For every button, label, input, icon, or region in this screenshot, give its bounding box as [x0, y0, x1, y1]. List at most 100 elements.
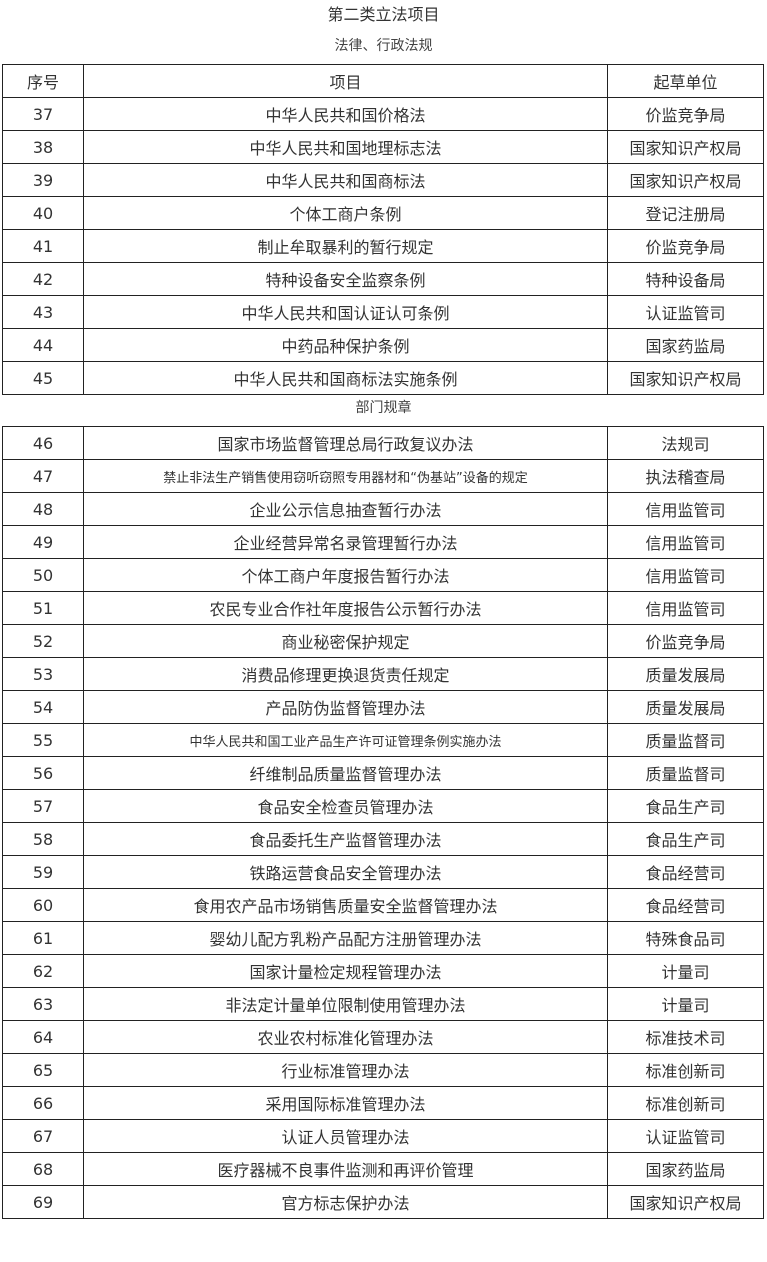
table-row: 59 铁路运营食品安全管理办法 食品经营司	[2, 855, 764, 889]
row-project: 产品防伪监督管理办法	[83, 690, 608, 724]
row-number: 52	[2, 624, 84, 658]
row-project: 中华人民共和国工业产品生产许可证管理条例实施办法	[83, 723, 608, 757]
table-row: 68 医疗器械不良事件监测和再评价管理 国家药监局	[2, 1152, 764, 1186]
table-row: 37 中华人民共和国价格法 价监竞争局	[2, 97, 764, 131]
row-project: 个体工商户年度报告暂行办法	[83, 558, 608, 592]
row-number: 47	[2, 459, 84, 493]
table-row: 43 中华人民共和国认证认可条例 认证监管司	[2, 295, 764, 329]
row-drafting-unit: 特殊食品司	[607, 921, 764, 955]
row-number: 45	[2, 361, 84, 395]
row-number: 67	[2, 1119, 84, 1153]
table-row: 44 中药品种保护条例 国家药监局	[2, 328, 764, 362]
table-row: 66 采用国际标准管理办法 标准创新司	[2, 1086, 764, 1120]
row-number: 68	[2, 1152, 84, 1186]
row-drafting-unit: 价监竞争局	[607, 229, 764, 263]
table-row: 56 纤维制品质量监督管理办法 质量监督司	[2, 756, 764, 790]
row-drafting-unit: 认证监管司	[607, 1119, 764, 1153]
row-project: 中华人民共和国商标法实施条例	[83, 361, 608, 395]
row-drafting-unit: 执法稽查局	[607, 459, 764, 493]
row-number: 37	[2, 97, 84, 131]
row-project: 国家计量检定规程管理办法	[83, 954, 608, 988]
section-heading-regulations: 部门规章	[355, 400, 412, 416]
row-drafting-unit: 计量司	[607, 954, 764, 988]
row-project: 官方标志保护办法	[83, 1185, 608, 1219]
row-drafting-unit: 质量监督司	[607, 756, 764, 790]
table-row: 69 官方标志保护办法 国家知识产权局	[2, 1185, 764, 1219]
laws-table: 序号 项目 起草单位 37 中华人民共和国价格法 价监竞争局 38 中华人民共和国地理标…	[2, 64, 764, 395]
table-row: 50 个体工商户年度报告暂行办法 信用监管司	[2, 558, 764, 592]
row-number: 57	[2, 789, 84, 823]
row-project: 非法定计量单位限制使用管理办法	[83, 987, 608, 1021]
row-number: 65	[2, 1053, 84, 1087]
row-drafting-unit: 质量发展局	[607, 657, 764, 691]
row-drafting-unit: 价监竞争局	[607, 624, 764, 658]
row-number: 64	[2, 1020, 84, 1054]
row-project: 食品委托生产监督管理办法	[83, 822, 608, 856]
row-project: 铁路运营食品安全管理办法	[83, 855, 608, 889]
row-drafting-unit: 食品生产司	[607, 822, 764, 856]
row-number: 46	[2, 426, 84, 460]
row-drafting-unit: 价监竞争局	[607, 97, 764, 131]
row-number: 51	[2, 591, 84, 625]
row-project: 中药品种保护条例	[83, 328, 608, 362]
row-drafting-unit: 信用监管司	[607, 558, 764, 592]
row-number: 41	[2, 229, 84, 263]
page-title: 第二类立法项目	[327, 5, 440, 24]
row-project: 个体工商户条例	[83, 196, 608, 230]
row-project: 纤维制品质量监督管理办法	[83, 756, 608, 790]
row-drafting-unit: 国家知识产权局	[607, 163, 764, 197]
row-drafting-unit: 计量司	[607, 987, 764, 1021]
table-row: 65 行业标准管理办法 标准创新司	[2, 1053, 764, 1087]
header-drafting-unit: 起草单位	[607, 64, 764, 98]
table-row: 54 产品防伪监督管理办法 质量发展局	[2, 690, 764, 724]
row-drafting-unit: 国家药监局	[607, 328, 764, 362]
row-project: 食品安全检查员管理办法	[83, 789, 608, 823]
table-row: 60 食用农产品市场销售质量安全监督管理办法 食品经营司	[2, 888, 764, 922]
table-row: 53 消费品修理更换退货责任规定 质量发展局	[2, 657, 764, 691]
row-drafting-unit: 国家知识产权局	[607, 361, 764, 395]
table-row: 40 个体工商户条例 登记注册局	[2, 196, 764, 230]
row-drafting-unit: 认证监管司	[607, 295, 764, 329]
row-project: 消费品修理更换退货责任规定	[83, 657, 608, 691]
row-project: 制止牟取暴利的暂行规定	[83, 229, 608, 263]
table-row: 55 中华人民共和国工业产品生产许可证管理条例实施办法 质量监督司	[2, 723, 764, 757]
table-row: 67 认证人员管理办法 认证监管司	[2, 1119, 764, 1153]
row-number: 62	[2, 954, 84, 988]
table-row: 52 商业秘密保护规定 价监竞争局	[2, 624, 764, 658]
row-number: 55	[2, 723, 84, 757]
row-number: 61	[2, 921, 84, 955]
row-number: 58	[2, 822, 84, 856]
row-project: 商业秘密保护规定	[83, 624, 608, 658]
row-number: 44	[2, 328, 84, 362]
table-row: 57 食品安全检查员管理办法 食品生产司	[2, 789, 764, 823]
row-project: 食用农产品市场销售质量安全监督管理办法	[83, 888, 608, 922]
row-project: 中华人民共和国地理标志法	[83, 130, 608, 164]
row-drafting-unit: 标准创新司	[607, 1053, 764, 1087]
row-project: 婴幼儿配方乳粉产品配方注册管理办法	[83, 921, 608, 955]
row-number: 39	[2, 163, 84, 197]
table-row: 58 食品委托生产监督管理办法 食品生产司	[2, 822, 764, 856]
row-number: 54	[2, 690, 84, 724]
row-number: 60	[2, 888, 84, 922]
row-number: 40	[2, 196, 84, 230]
row-number: 56	[2, 756, 84, 790]
row-number: 49	[2, 525, 84, 559]
table-row: 51 农民专业合作社年度报告公示暂行办法 信用监管司	[2, 591, 764, 625]
table-row: 48 企业公示信息抽查暂行办法 信用监管司	[2, 492, 764, 526]
row-drafting-unit: 质量监督司	[607, 723, 764, 757]
row-project: 特种设备安全监察条例	[83, 262, 608, 296]
table-row: 47 禁止非法生产销售使用窃听窃照专用器材和“伪基站”设备的规定 执法稽查局	[2, 459, 764, 493]
row-drafting-unit: 标准创新司	[607, 1086, 764, 1120]
row-number: 48	[2, 492, 84, 526]
row-drafting-unit: 质量发展局	[607, 690, 764, 724]
row-number: 63	[2, 987, 84, 1021]
table-row: 41 制止牟取暴利的暂行规定 价监竞争局	[2, 229, 764, 263]
table-row: 45 中华人民共和国商标法实施条例 国家知识产权局	[2, 361, 764, 395]
row-number: 66	[2, 1086, 84, 1120]
table-row: 42 特种设备安全监察条例 特种设备局	[2, 262, 764, 296]
row-project: 行业标准管理办法	[83, 1053, 608, 1087]
row-project: 农业农村标准化管理办法	[83, 1020, 608, 1054]
header-number: 序号	[2, 64, 84, 98]
regulations-table: 46 国家市场监督管理总局行政复议办法 法规司 47 禁止非法生产销售使用窃听窃照专用器…	[2, 426, 764, 1219]
row-project: 中华人民共和国认证认可条例	[83, 295, 608, 329]
